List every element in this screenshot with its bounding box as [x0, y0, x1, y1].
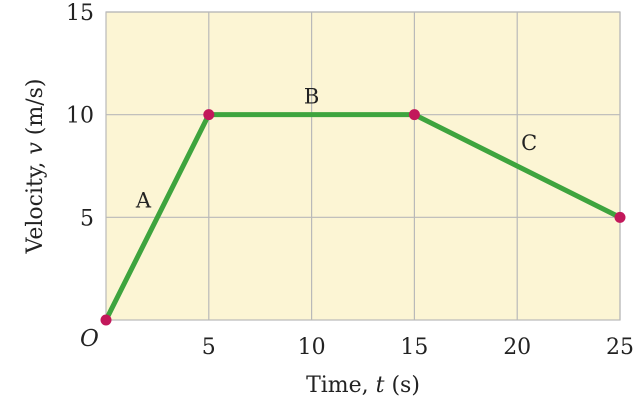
segment-label: C: [521, 131, 537, 155]
x-axis-label-unit: (s): [384, 373, 419, 398]
data-point: [100, 314, 112, 326]
x-tick-label: 25: [606, 335, 634, 360]
origin-label: O: [80, 326, 99, 352]
data-point: [203, 109, 215, 121]
x-axis-label-prefix: Time,: [306, 373, 376, 398]
x-tick-label: 10: [298, 335, 326, 360]
series-line: [103, 112, 623, 323]
y-tick-label: 10: [66, 104, 94, 129]
x-tick-label: 5: [202, 335, 216, 360]
data-point: [614, 211, 626, 223]
segment-label: B: [304, 85, 319, 109]
tick-labels: 5 10 15 20 25 5 10 15: [66, 1, 634, 360]
segment-labels: A B C: [135, 85, 537, 213]
y-tick-label: 5: [80, 206, 94, 231]
x-axis-label-symbol: t: [376, 373, 385, 398]
y-axis-label: Velocity, v (m/s): [23, 78, 48, 254]
data-point: [408, 109, 420, 121]
x-axis-label: Time, t (s): [306, 373, 420, 398]
grid-lines: [106, 11, 621, 320]
y-axis-label-prefix: Velocity,: [23, 155, 48, 255]
x-tick-label: 20: [503, 335, 531, 360]
y-tick-label: 15: [66, 1, 94, 26]
data-series: [100, 109, 626, 326]
x-tick-label: 15: [400, 335, 428, 360]
y-axis-label-unit: (m/s): [23, 78, 48, 142]
segment-label: A: [135, 188, 152, 212]
y-axis-label-symbol: v: [23, 142, 48, 155]
plot-area: [105, 11, 621, 321]
